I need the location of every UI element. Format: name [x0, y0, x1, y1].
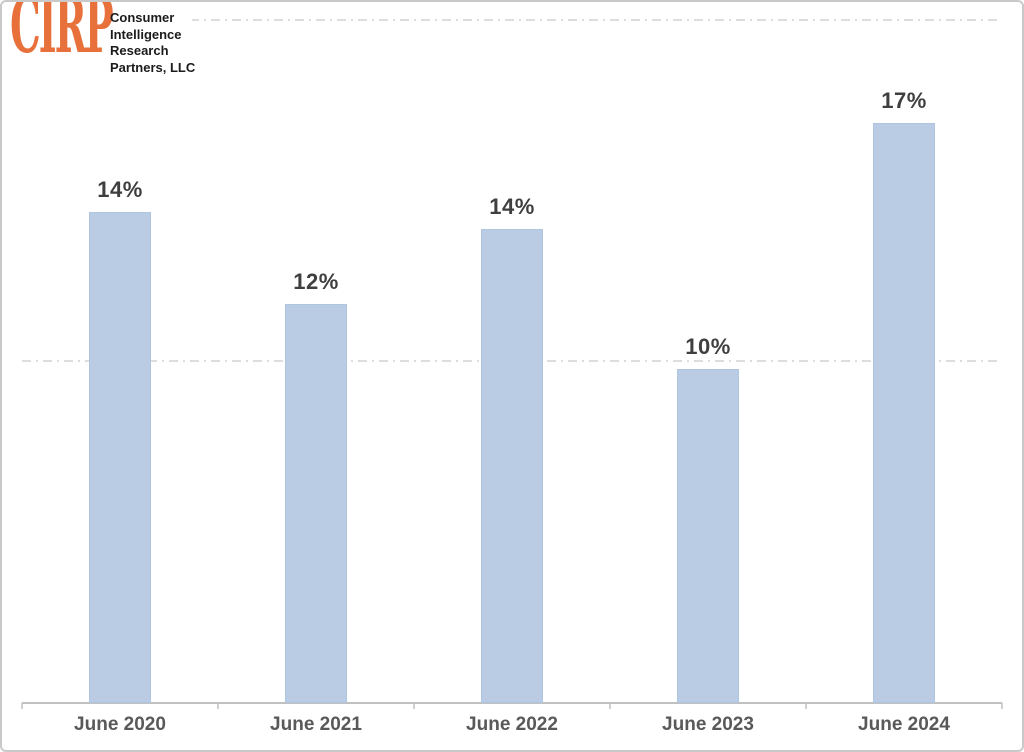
x-axis-label-june-2024: June 2024 — [858, 714, 950, 735]
x-axis-label-june-2021: June 2021 — [270, 714, 362, 735]
bar-june-2021 — [285, 304, 347, 703]
cirp-logo: CIRP Consumer Intelligence Research Part… — [6, 2, 195, 82]
bar-june-2023 — [677, 368, 739, 703]
bar-june-2022 — [481, 229, 543, 703]
bar-value-label: 12% — [293, 269, 339, 295]
x-axis-label-june-2022: June 2022 — [466, 714, 558, 735]
x-axis-label-june-2020: June 2020 — [74, 714, 166, 735]
logo-company-line: Research — [110, 43, 169, 59]
logo-company-line: Intelligence — [110, 26, 182, 42]
bar-value-label: 10% — [685, 333, 731, 359]
bar-june-2024 — [873, 123, 935, 703]
logo-company-line: Partners, LLC — [110, 59, 196, 75]
cirp-logo-wordmark: CIRP — [10, 0, 114, 70]
cirp-logo-company-name: Consumer Intelligence Research Partners,… — [110, 10, 195, 77]
bar-value-label: 17% — [881, 88, 927, 114]
bar-value-label: 14% — [489, 194, 535, 220]
bar-june-2020 — [89, 211, 151, 703]
x-axis-label-june-2023: June 2023 — [662, 714, 754, 735]
bar-value-label: 14% — [97, 176, 143, 202]
logo-company-line: Consumer — [110, 10, 175, 25]
